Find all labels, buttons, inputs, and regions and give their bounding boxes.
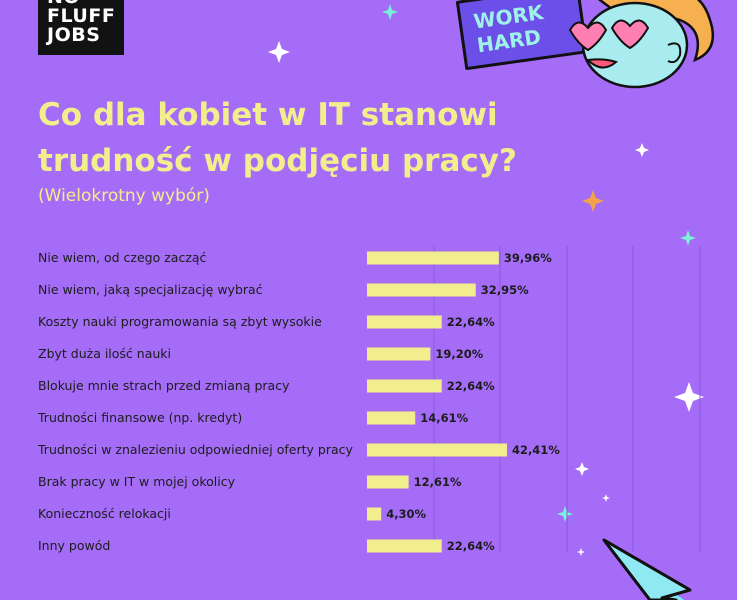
mascot-ear	[667, 42, 682, 64]
chart-subtitle: (Wielokrotny wybór)	[38, 186, 210, 206]
logo-line-2: FLUFF	[47, 5, 116, 27]
star-icon	[635, 143, 649, 157]
star-icon	[680, 230, 696, 246]
logo-line-1: NO	[47, 0, 124, 7]
data-label: 39,96%	[504, 251, 552, 265]
category-label: Brak pracy w IT w mojej okolicy	[38, 474, 235, 489]
data-label: 32,95%	[481, 283, 529, 297]
data-label: 12,61%	[414, 475, 462, 489]
mascot-mouth	[585, 58, 618, 69]
bar	[367, 443, 507, 457]
bar	[367, 283, 476, 297]
bar	[367, 315, 442, 329]
data-label: 22,64%	[447, 539, 495, 553]
data-label: 19,20%	[435, 347, 483, 361]
chart-title: Co dla kobiet w IT stanowi trudność w po…	[38, 97, 517, 179]
category-label: Koszty nauki programowania są zbyt wysok…	[38, 314, 322, 329]
category-label: Zbyt duża ilość nauki	[38, 346, 171, 361]
bar	[367, 347, 431, 361]
category-label: Nie wiem, jaką specjalizację wybrać	[38, 282, 263, 297]
mascot-heart-glasses-left	[568, 21, 608, 52]
category-label: Blokuje mnie strach przed zmianą pracy	[38, 378, 290, 393]
cursor-icon	[602, 538, 692, 600]
star-icon	[582, 190, 604, 212]
bar	[367, 507, 382, 521]
data-label: 22,64%	[447, 315, 495, 329]
girl-mascot-illustration	[568, 0, 715, 89]
bar	[367, 475, 409, 489]
star-icon	[602, 494, 610, 502]
category-label: Trudności finansowe (np. kredyt)	[38, 410, 243, 425]
bar	[367, 411, 416, 425]
data-label: 4,30%	[386, 507, 426, 521]
category-label: Inny powód	[38, 538, 111, 553]
bar	[367, 379, 442, 393]
data-label: 42,41%	[512, 443, 560, 457]
data-label: 22,64%	[447, 379, 495, 393]
star-icon	[382, 4, 398, 20]
category-label: Konieczność relokacji	[38, 506, 171, 521]
data-label: 14,61%	[420, 411, 468, 425]
no-fluff-jobs-logo: NO FLUFF JOBS	[38, 0, 124, 55]
star-icon	[268, 41, 290, 63]
bar	[367, 251, 499, 265]
category-label: Nie wiem, od czego zacząć	[38, 250, 207, 265]
star-icon	[674, 382, 704, 412]
star-icon	[557, 506, 573, 522]
mascot-heart-glasses-right	[610, 19, 650, 50]
logo-line-3: JOBS	[47, 24, 101, 46]
category-label: Trudności w znalezieniu odpowiedniej ofe…	[38, 442, 353, 457]
bar	[367, 539, 442, 553]
star-icon	[577, 548, 585, 556]
star-icon	[575, 462, 589, 476]
